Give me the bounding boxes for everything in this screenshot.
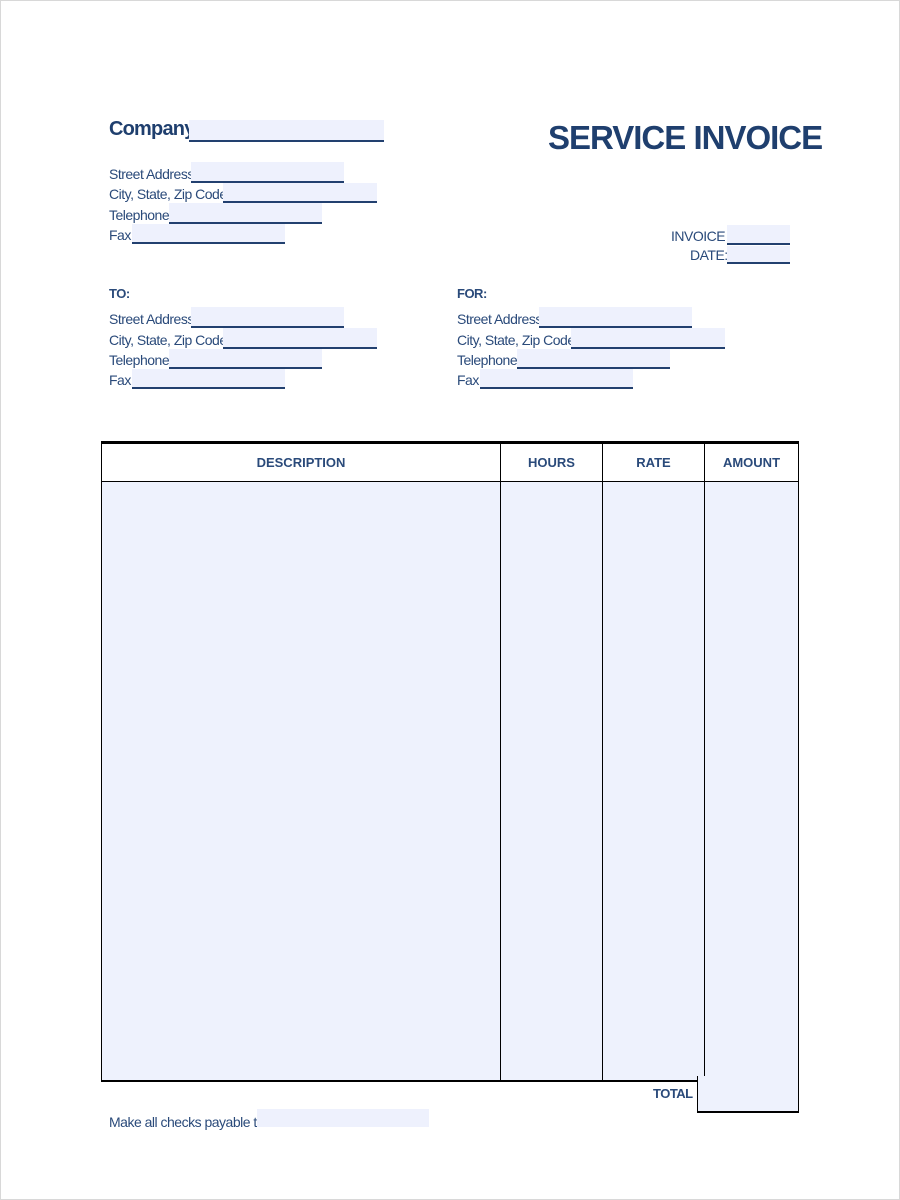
date-field[interactable] <box>727 246 790 264</box>
company-city-label: City, State, Zip Code <box>109 186 227 202</box>
for-fax-label: Fax <box>457 372 479 388</box>
column-header-description: DESCRIPTION <box>101 441 501 482</box>
for-street-field[interactable] <box>539 307 692 328</box>
to-heading: TO: <box>109 286 130 301</box>
to-street-field[interactable] <box>191 307 344 328</box>
date-label: DATE: <box>690 247 728 263</box>
for-fax-field[interactable] <box>480 369 633 389</box>
company-fax-label: Fax <box>109 227 131 243</box>
column-header-hours: HOURS <box>500 441 603 482</box>
to-street-label: Street Address <box>109 311 194 327</box>
company-fax-field[interactable] <box>132 224 285 244</box>
to-fax-field[interactable] <box>132 369 285 389</box>
invoice-number-field[interactable] <box>727 225 790 245</box>
company-street-label: Street Address <box>109 166 194 182</box>
description-cell[interactable] <box>101 481 501 1082</box>
company-telephone-field[interactable] <box>169 203 322 224</box>
total-label: TOTAL <box>653 1086 693 1101</box>
for-telephone-label: Telephone <box>457 352 518 368</box>
company-street-field[interactable] <box>191 162 344 183</box>
column-header-amount: AMOUNT <box>704 441 799 482</box>
column-header-rate: RATE <box>602 441 705 482</box>
to-fax-label: Fax <box>109 372 131 388</box>
for-street-label: Street Address <box>457 311 542 327</box>
company-name-field[interactable] <box>189 120 384 142</box>
checks-payable-label: Make all checks payable to <box>109 1114 265 1130</box>
amount-cell[interactable] <box>704 481 799 1082</box>
to-city-field[interactable] <box>223 328 377 349</box>
total-field[interactable] <box>697 1076 799 1113</box>
hours-cell[interactable] <box>500 481 603 1082</box>
invoice-number-label: INVOICE # <box>671 228 736 244</box>
rate-cell[interactable] <box>602 481 705 1082</box>
to-city-label: City, State, Zip Code <box>109 332 227 348</box>
for-city-field[interactable] <box>571 328 725 349</box>
for-city-label: City, State, Zip Code <box>457 332 575 348</box>
checks-payable-field[interactable] <box>257 1109 429 1127</box>
to-telephone-field[interactable] <box>169 349 322 369</box>
to-telephone-label: Telephone <box>109 352 170 368</box>
company-label: Company <box>109 118 195 140</box>
for-heading: FOR: <box>457 286 487 301</box>
table-header-row: DESCRIPTION HOURS RATE AMOUNT <box>101 441 799 482</box>
company-telephone-label: Telephone <box>109 207 170 223</box>
for-telephone-field[interactable] <box>517 349 670 369</box>
line-items-table: DESCRIPTION HOURS RATE AMOUNT <box>101 441 799 1082</box>
company-city-field[interactable] <box>223 183 377 203</box>
table-body-row <box>101 481 799 1082</box>
page-title: SERVICE INVOICE <box>548 119 823 156</box>
